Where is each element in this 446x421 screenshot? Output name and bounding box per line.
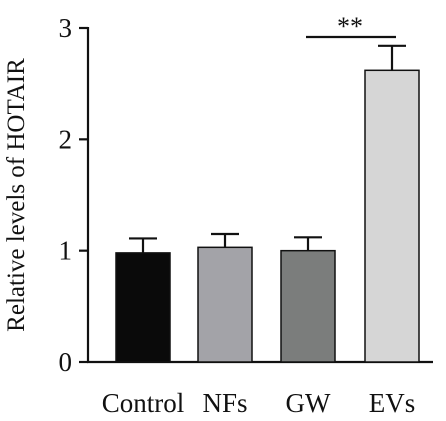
y-tick-label: 3 — [59, 13, 73, 43]
bar-gw — [280, 249, 336, 363]
bar-control — [115, 252, 171, 363]
y-axis-title: Relative levels of HOTAIR — [3, 58, 30, 332]
significance-annotation: ** — [306, 12, 396, 41]
significance-label: ** — [337, 12, 363, 41]
bar-nfs — [197, 246, 253, 363]
y-tick-label: 0 — [59, 347, 73, 377]
y-axis: 0 1 2 3 — [59, 13, 90, 377]
x-category-label: GW — [286, 388, 331, 418]
x-category-label: NFs — [202, 388, 247, 418]
category-labels: Control NFs GW EVs — [102, 388, 416, 418]
x-category-label: Control — [102, 388, 185, 418]
y-tick-label: 1 — [59, 236, 73, 266]
y-tick-label: 2 — [59, 124, 73, 154]
bar-evs — [364, 69, 420, 363]
bar-series — [115, 44, 420, 363]
x-category-label: EVs — [369, 388, 416, 418]
